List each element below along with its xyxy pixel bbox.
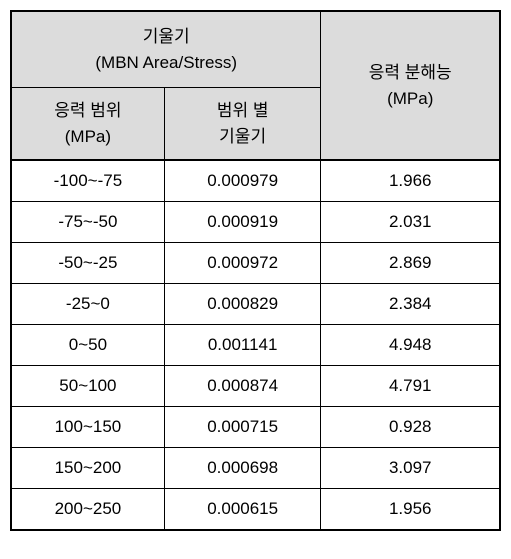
cell-range: -25~0 [11,284,164,325]
cell-resolution: 1.956 [321,489,500,531]
cell-resolution: 0.928 [321,407,500,448]
cell-range: 50~100 [11,366,164,407]
table-body: -100~-75 0.000979 1.966 -75~-50 0.000919… [11,160,500,530]
cell-slope: 0.000979 [164,160,321,202]
cell-slope: 0.000919 [164,202,321,243]
header-resolution-line1: 응력 분해능 [369,63,452,82]
cell-resolution: 4.948 [321,325,500,366]
cell-resolution: 1.966 [321,160,500,202]
cell-slope: 0.000829 [164,284,321,325]
header-slope-group-line2: (MBN Area/Stress) [95,53,237,72]
cell-resolution: 3.097 [321,448,500,489]
cell-resolution: 2.869 [321,243,500,284]
cell-resolution: 4.791 [321,366,500,407]
data-table: 기울기 (MBN Area/Stress) 응력 분해능 (MPa) 응력 범위… [10,10,501,531]
header-range-slope-line1: 범위 별 [217,101,269,120]
cell-slope: 0.000874 [164,366,321,407]
cell-resolution: 2.031 [321,202,500,243]
header-slope-group-line1: 기울기 [143,27,190,46]
table-row: 0~50 0.001141 4.948 [11,325,500,366]
cell-slope: 0.000698 [164,448,321,489]
table-row: -75~-50 0.000919 2.031 [11,202,500,243]
header-range-slope: 범위 별 기울기 [164,88,321,161]
header-slope-group: 기울기 (MBN Area/Stress) [11,11,321,88]
header-resolution: 응력 분해능 (MPa) [321,11,500,160]
header-range-slope-line2: 기울기 [219,127,266,146]
table-row: 50~100 0.000874 4.791 [11,366,500,407]
table-header: 기울기 (MBN Area/Stress) 응력 분해능 (MPa) 응력 범위… [11,11,500,160]
table-row: 200~250 0.000615 1.956 [11,489,500,531]
cell-resolution: 2.384 [321,284,500,325]
table-row: -50~-25 0.000972 2.869 [11,243,500,284]
table-row: 150~200 0.000698 3.097 [11,448,500,489]
table-row: -100~-75 0.000979 1.966 [11,160,500,202]
header-stress-range: 응력 범위 (MPa) [11,88,164,161]
cell-range: -50~-25 [11,243,164,284]
cell-range: -75~-50 [11,202,164,243]
cell-range: 200~250 [11,489,164,531]
cell-range: -100~-75 [11,160,164,202]
cell-slope: 0.000715 [164,407,321,448]
header-resolution-line2: (MPa) [387,89,433,108]
table-row: 100~150 0.000715 0.928 [11,407,500,448]
cell-range: 0~50 [11,325,164,366]
header-stress-range-line1: 응력 범위 [54,101,121,120]
cell-slope: 0.000615 [164,489,321,531]
cell-range: 100~150 [11,407,164,448]
header-row-1: 기울기 (MBN Area/Stress) 응력 분해능 (MPa) [11,11,500,88]
table-row: -25~0 0.000829 2.384 [11,284,500,325]
header-stress-range-line2: (MPa) [65,127,111,146]
cell-slope: 0.000972 [164,243,321,284]
cell-slope: 0.001141 [164,325,321,366]
cell-range: 150~200 [11,448,164,489]
